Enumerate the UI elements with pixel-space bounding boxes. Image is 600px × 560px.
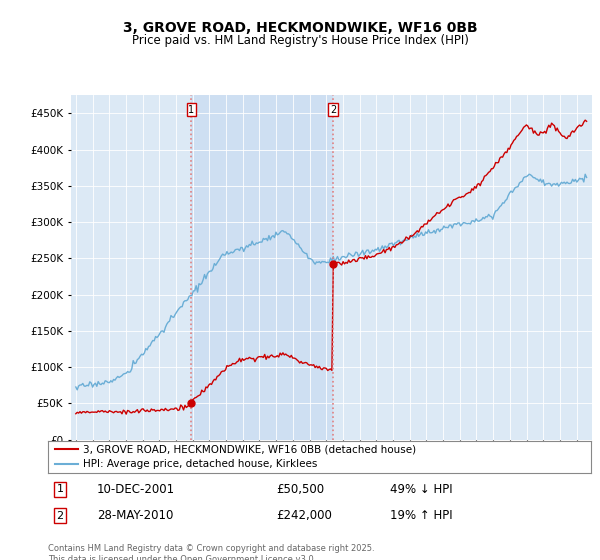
Text: 10-DEC-2001: 10-DEC-2001 xyxy=(97,483,175,496)
Text: Contains HM Land Registry data © Crown copyright and database right 2025.
This d: Contains HM Land Registry data © Crown c… xyxy=(48,544,374,560)
Text: 2: 2 xyxy=(330,105,337,115)
Text: Price paid vs. HM Land Registry's House Price Index (HPI): Price paid vs. HM Land Registry's House … xyxy=(131,34,469,46)
Text: HPI: Average price, detached house, Kirklees: HPI: Average price, detached house, Kirk… xyxy=(83,459,317,469)
Text: 28-MAY-2010: 28-MAY-2010 xyxy=(97,510,173,522)
Text: 19% ↑ HPI: 19% ↑ HPI xyxy=(390,510,453,522)
Text: 1: 1 xyxy=(188,105,194,115)
Text: £50,500: £50,500 xyxy=(276,483,324,496)
Text: £242,000: £242,000 xyxy=(276,510,332,522)
Text: 3, GROVE ROAD, HECKMONDWIKE, WF16 0BB (detached house): 3, GROVE ROAD, HECKMONDWIKE, WF16 0BB (d… xyxy=(83,445,416,455)
Text: 49% ↓ HPI: 49% ↓ HPI xyxy=(390,483,453,496)
Text: 1: 1 xyxy=(56,484,64,494)
Text: 3, GROVE ROAD, HECKMONDWIKE, WF16 0BB: 3, GROVE ROAD, HECKMONDWIKE, WF16 0BB xyxy=(122,21,478,35)
Text: 2: 2 xyxy=(56,511,64,521)
Bar xyxy=(191,95,333,440)
